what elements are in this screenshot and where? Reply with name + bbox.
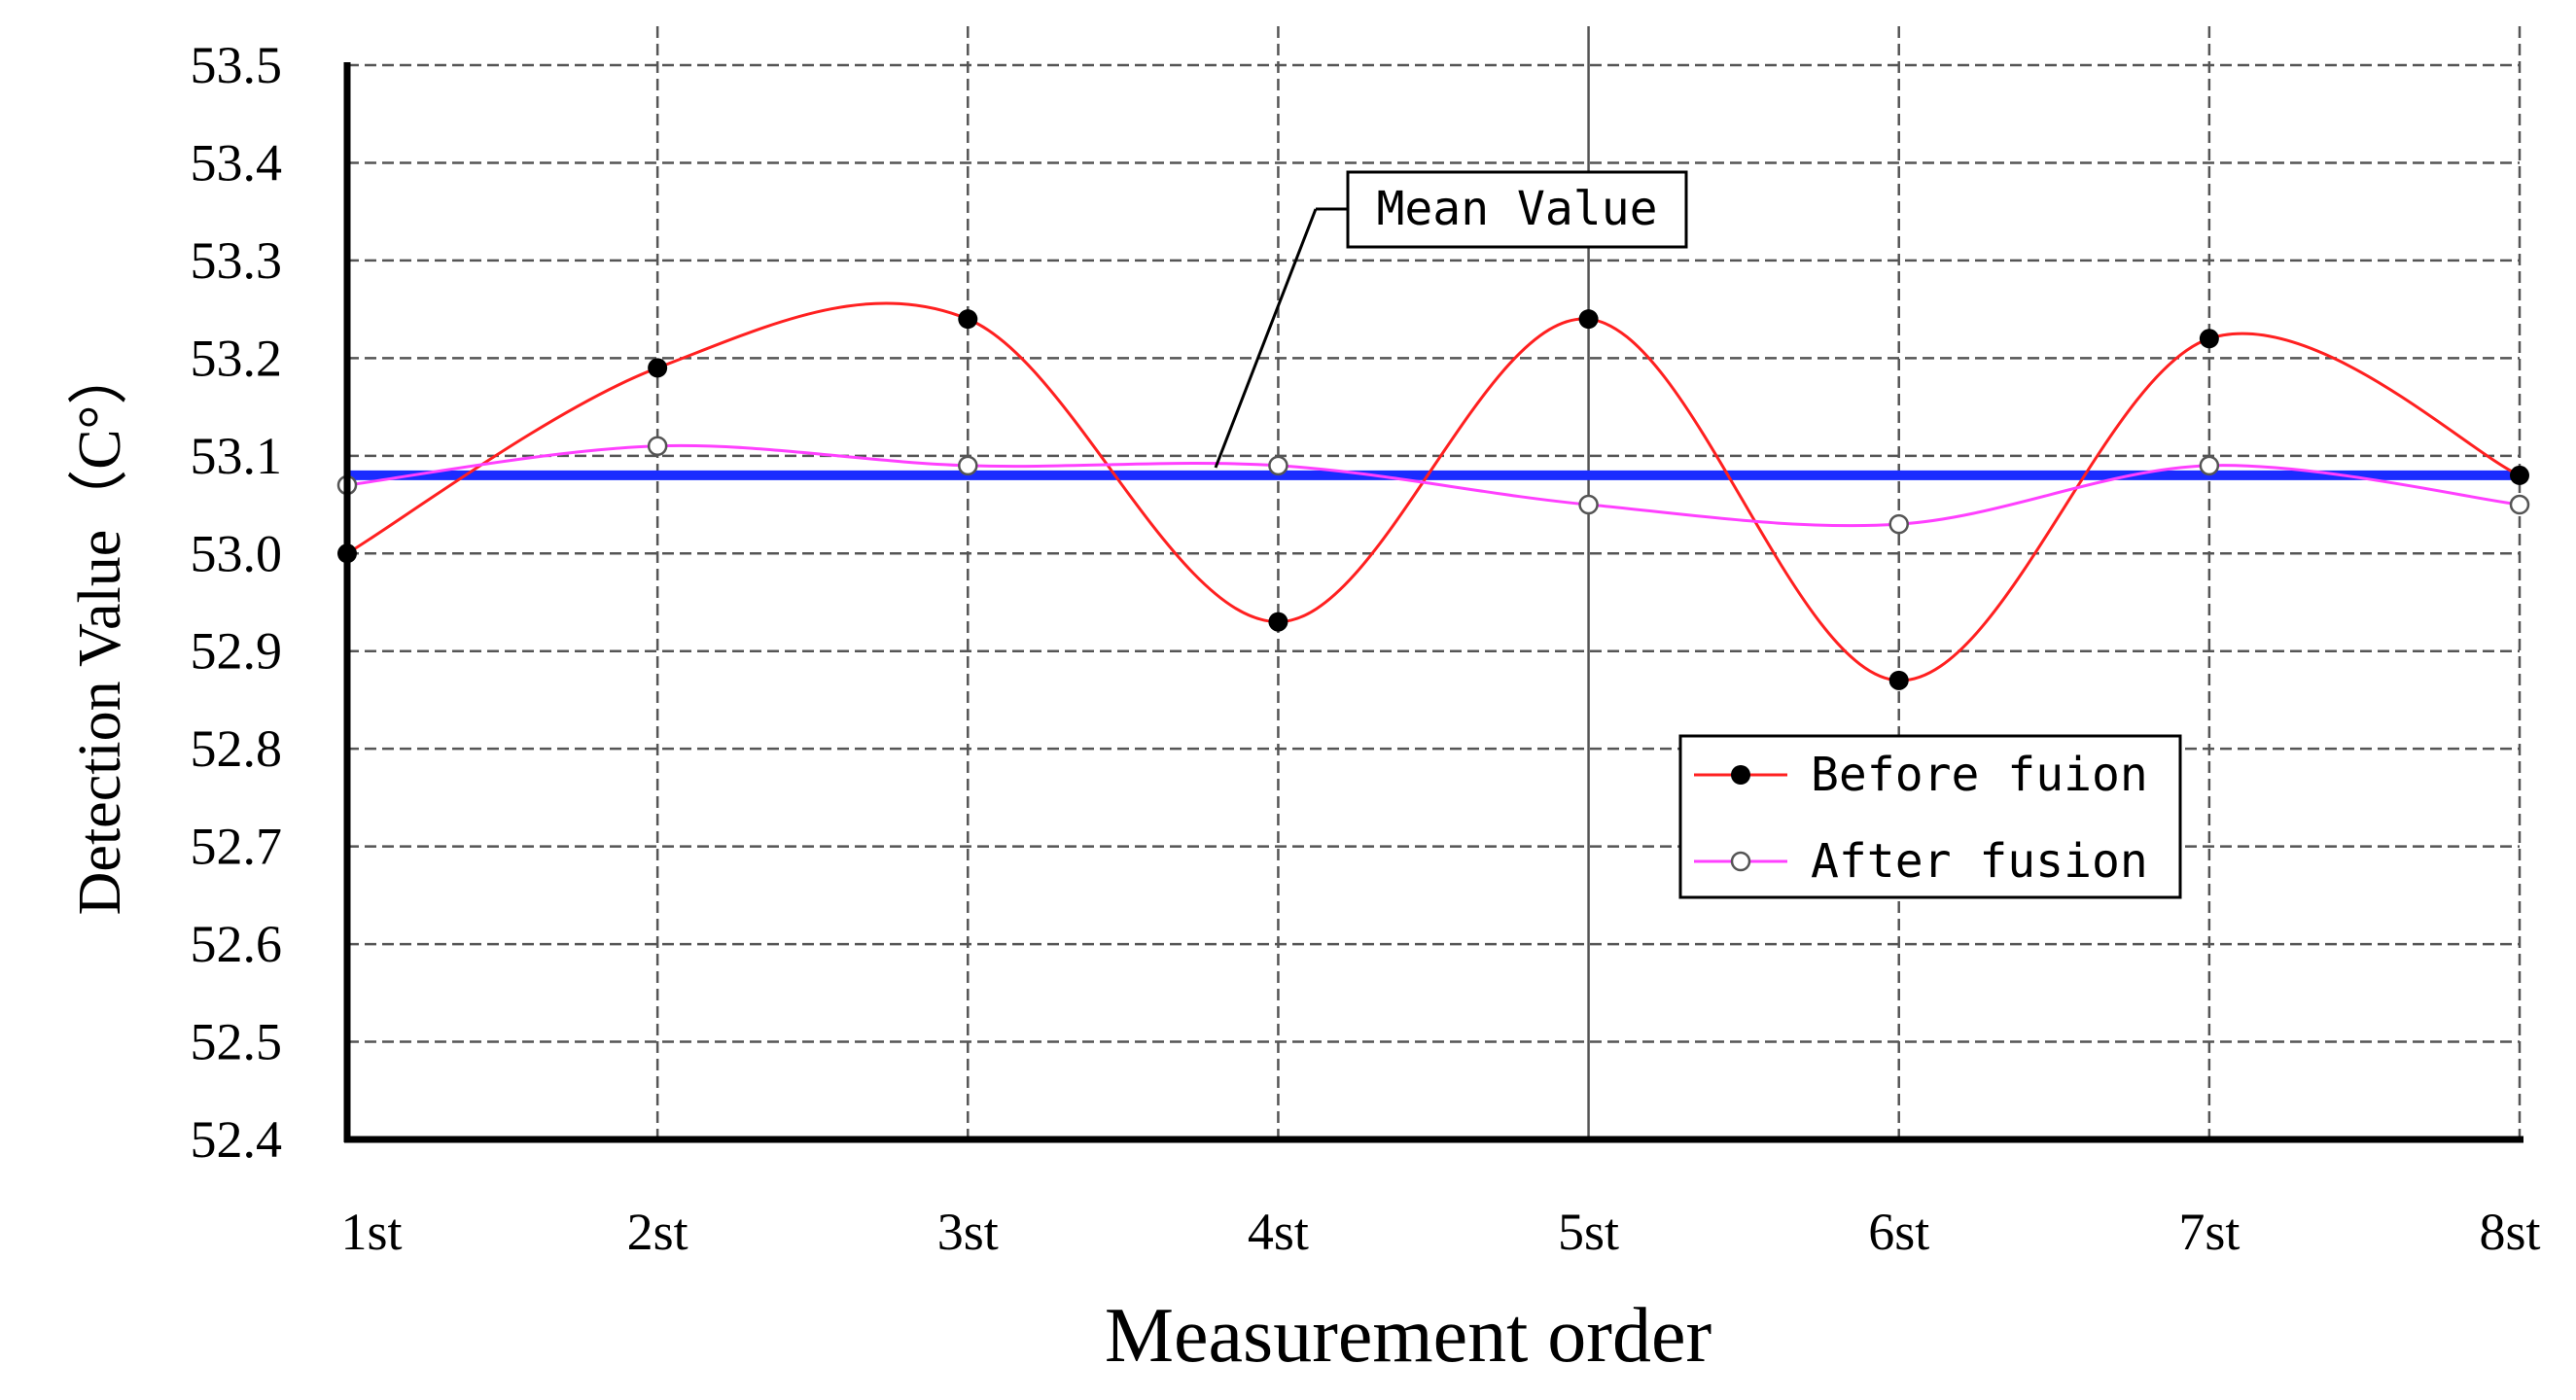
y-tick-label: 53.0: [191, 524, 283, 582]
y-tick-label: 52.6: [191, 915, 283, 973]
x-axis-ticks: 1st 2st 3st 4st 5st 6st 7st 8st: [340, 1203, 2540, 1261]
y-tick-label: 52.8: [191, 719, 283, 778]
mean-annotation-box: [1346, 170, 1688, 249]
x-tick-label: 8st: [2479, 1203, 2540, 1261]
x-tick-label: 1st: [340, 1203, 402, 1261]
legend-marker-after: [1730, 851, 1751, 872]
y-tick-label: 53.5: [191, 36, 283, 94]
data-point-before-fusion: [1268, 612, 1288, 632]
data-point-before-fusion: [1578, 309, 1599, 330]
data-point-before-fusion: [1888, 670, 1909, 690]
data-point-before-fusion: [958, 309, 978, 330]
y-tick-label: 52.4: [191, 1110, 283, 1169]
legend-label-before: Before fuion: [1811, 748, 2148, 802]
data-point-after-fusion: [647, 436, 668, 457]
y-tick-label: 53.1: [191, 427, 283, 485]
data-point-before-fusion: [648, 358, 668, 378]
x-tick-label: 6st: [1868, 1203, 1929, 1261]
x-axis-title: Measurement order: [1105, 1293, 1711, 1379]
legend: Before fuion After fusion: [1678, 734, 2182, 899]
mean-value-annotation: Mean Value: [1214, 170, 1688, 469]
data-point-after-fusion: [1578, 494, 1599, 515]
y-tick-label: 52.7: [191, 818, 283, 876]
legend-marker-before: [1731, 765, 1750, 785]
data-point-after-fusion: [2509, 494, 2530, 515]
y-axis-ticks: 53.5 53.4 53.3 53.2 53.1 53.0 52.9 52.8 52.7 52.6…: [191, 36, 283, 1169]
x-tick-label: 5st: [1558, 1203, 1619, 1261]
legend-label-after: After fusion: [1811, 834, 2148, 889]
y-axis-title: Detection Value（C°）: [67, 345, 133, 916]
series-group: [336, 301, 2530, 690]
series-line-before-fusion: [346, 301, 2521, 682]
mean-annotation-leader: [1214, 208, 1318, 469]
mean-annotation-label: Mean Value: [1377, 182, 1658, 236]
data-point-before-fusion: [2199, 329, 2219, 349]
y-tick-label: 53.2: [191, 329, 283, 387]
y-tick-label: 53.3: [191, 231, 283, 290]
x-tick-label: 4st: [1248, 1203, 1309, 1261]
y-tick-label: 52.5: [191, 1013, 283, 1071]
data-point-before-fusion: [2510, 465, 2529, 485]
data-point-after-fusion: [1888, 513, 1909, 535]
data-point-after-fusion: [2199, 455, 2220, 476]
series-line-after-fusion: [346, 443, 2521, 528]
y-tick-label: 53.4: [191, 133, 283, 192]
x-tick-label: 3st: [937, 1203, 999, 1261]
data-point-after-fusion: [1268, 455, 1288, 476]
data-point-after-fusion: [958, 455, 978, 476]
y-tick-label: 52.9: [191, 622, 283, 681]
x-tick-label: 2st: [627, 1203, 688, 1261]
legend-box: [1678, 734, 2182, 899]
x-tick-label: 7st: [2178, 1203, 2240, 1261]
axes: [343, 62, 2523, 1143]
